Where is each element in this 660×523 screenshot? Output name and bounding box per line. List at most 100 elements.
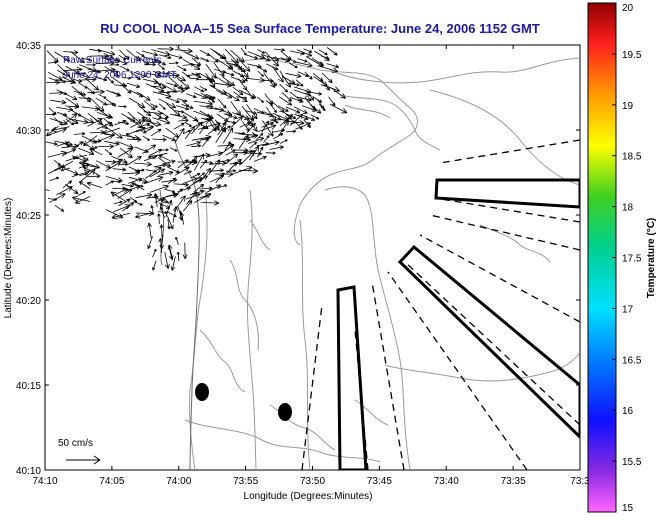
current-vector <box>190 173 201 179</box>
sampling-box <box>336 285 368 470</box>
current-vector <box>158 170 174 176</box>
current-vector <box>147 236 153 250</box>
current-vector <box>301 105 317 112</box>
current-vector <box>182 242 188 260</box>
current-vector <box>135 125 154 133</box>
current-vector <box>241 133 259 140</box>
current-vector <box>326 63 340 69</box>
current-vector <box>127 156 142 165</box>
current-vector <box>167 97 180 103</box>
current-vector <box>230 115 244 128</box>
current-vector <box>320 55 330 60</box>
colorbar-tick-label: 16 <box>622 406 634 417</box>
current-vector <box>165 189 176 193</box>
current-vector <box>191 144 202 148</box>
current-vector <box>189 189 205 196</box>
current-vector <box>122 170 141 176</box>
current-vector <box>206 96 216 103</box>
colorbar-tick-label: 20 <box>622 3 634 14</box>
current-vector <box>166 215 174 230</box>
current-vector <box>119 147 133 159</box>
current-vector <box>133 201 143 206</box>
current-vector <box>157 63 165 70</box>
current-vector <box>289 113 304 126</box>
current-vector <box>218 143 235 157</box>
current-vector <box>183 170 192 175</box>
current-vector <box>246 54 259 60</box>
current-vector <box>62 148 77 156</box>
current-vector <box>110 191 127 203</box>
current-vector <box>135 212 152 219</box>
colorbar-tick-label: 18.5 <box>622 152 642 163</box>
current-vector <box>238 134 249 149</box>
current-vector <box>145 166 162 179</box>
mooring-markers <box>195 383 292 421</box>
current-vector <box>206 184 222 193</box>
current-vector <box>296 49 313 57</box>
current-vector <box>217 121 227 136</box>
figure-title: RU COOL NOAA–15 Sea Surface Temperature:… <box>100 21 540 36</box>
current-vector <box>174 182 189 187</box>
x-tick-label: 73:55 <box>233 476 258 487</box>
current-vector <box>197 172 205 179</box>
current-vector <box>87 174 101 179</box>
current-vector <box>281 92 292 102</box>
current-vector <box>309 91 323 96</box>
inset-line-2: June 24, 2006 1200 GMT <box>63 70 176 81</box>
current-vector <box>133 161 152 167</box>
current-vector <box>157 213 161 225</box>
current-vector <box>328 96 336 107</box>
contour-line <box>344 104 391 119</box>
current-vector <box>81 57 92 62</box>
current-vector <box>225 149 236 156</box>
current-vector <box>54 204 65 212</box>
contour-lines <box>174 45 580 470</box>
current-vector <box>249 145 260 161</box>
current-vector <box>226 161 238 174</box>
current-vector <box>157 46 174 52</box>
current-vector <box>174 127 185 144</box>
current-vector <box>45 189 50 191</box>
current-vector <box>294 61 313 68</box>
current-vector <box>85 78 100 91</box>
current-vector <box>159 206 166 219</box>
current-vector <box>62 113 78 126</box>
radar-beams <box>301 139 580 470</box>
current-vector <box>286 119 305 126</box>
current-vector <box>209 168 224 173</box>
current-vector <box>200 57 210 62</box>
current-vector <box>62 180 73 189</box>
inset-line-1: Raw Surface Currents <box>63 55 161 66</box>
current-vector <box>65 104 79 109</box>
current-vector <box>110 63 120 67</box>
current-vector <box>310 114 320 120</box>
mooring-dot <box>278 403 292 421</box>
contour-line <box>429 89 580 186</box>
current-vector <box>62 91 78 101</box>
x-tick-label: 73:35 <box>501 476 526 487</box>
current-vector <box>158 202 171 209</box>
current-vector <box>141 116 158 128</box>
x-tick-label: 73:3 <box>570 476 590 487</box>
current-vector <box>257 49 266 54</box>
current-vector <box>184 126 195 139</box>
current-vector <box>112 167 127 172</box>
current-vector <box>89 130 105 135</box>
current-vector <box>150 84 167 90</box>
current-vector <box>118 121 130 126</box>
current-vector <box>280 57 290 62</box>
current-vector <box>60 167 70 172</box>
colorbar-tick-label: 19 <box>622 101 634 112</box>
current-vector <box>136 91 151 101</box>
current-vector <box>205 63 217 79</box>
current-vector <box>157 156 171 167</box>
current-vector <box>153 193 158 208</box>
current-vector <box>131 182 145 191</box>
current-vector <box>230 49 245 63</box>
current-vector <box>224 90 240 102</box>
x-tick-label: 73:40 <box>434 476 459 487</box>
current-vector <box>177 159 189 169</box>
current-vector <box>95 76 108 82</box>
current-vector <box>245 110 257 115</box>
current-vector <box>87 118 103 127</box>
